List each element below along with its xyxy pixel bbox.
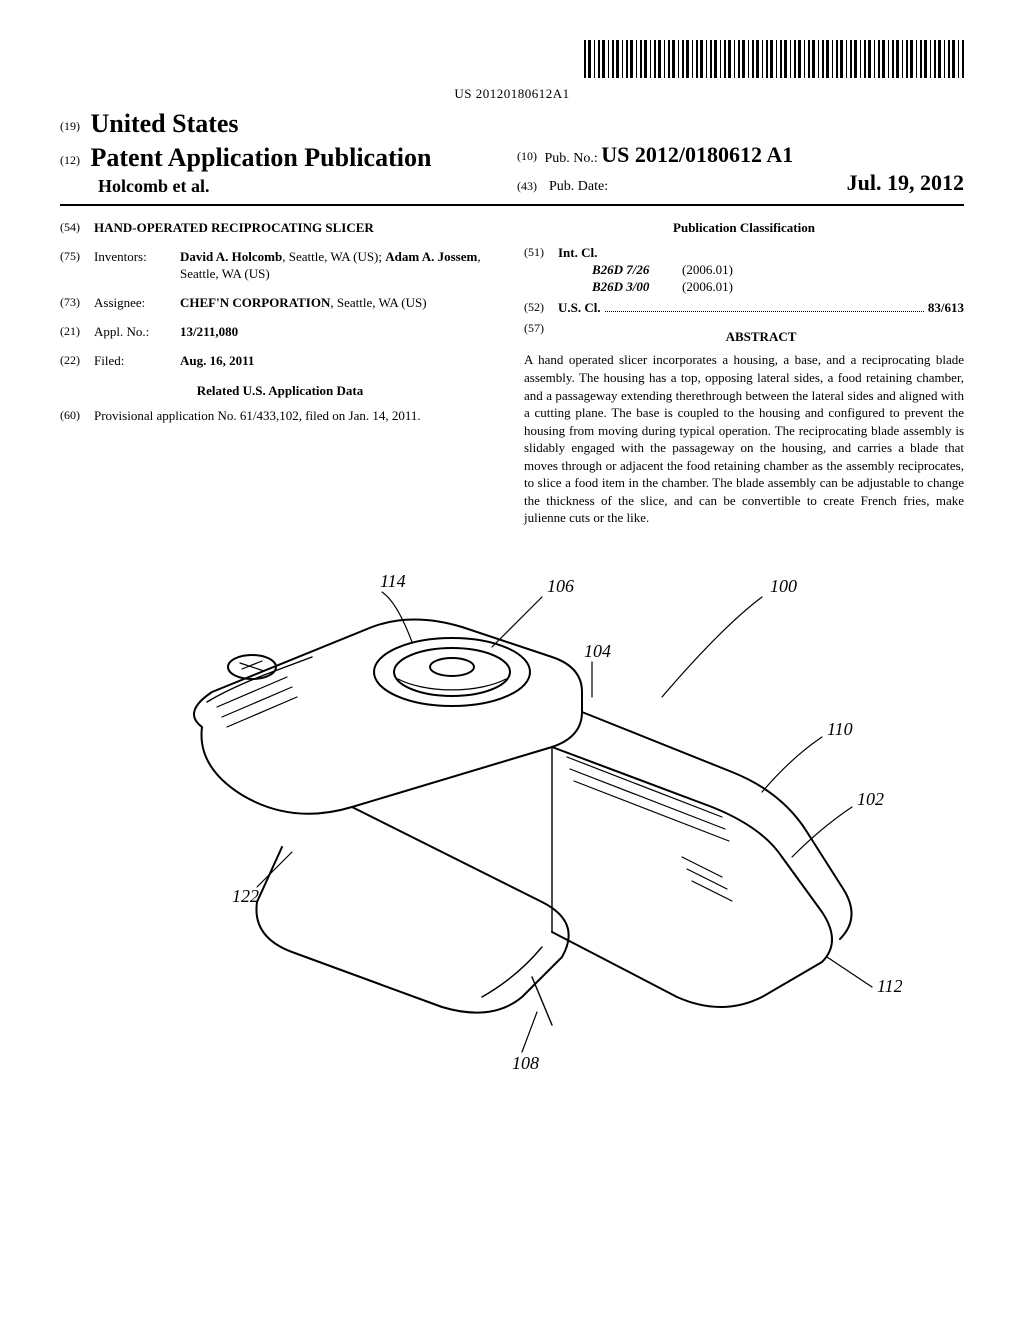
header-right: (10) Pub. No.: US 2012/0180612 A1 (43) P… bbox=[507, 141, 964, 198]
applno-value: 13/211,080 bbox=[180, 324, 500, 341]
intcl-1-ver: (2006.01) bbox=[682, 279, 733, 296]
callout-114: 114 bbox=[380, 571, 406, 591]
assignee-value: CHEF'N CORPORATION, Seattle, WA (US) bbox=[180, 295, 500, 312]
callout-100: 100 bbox=[770, 576, 797, 596]
invention-title: HAND-OPERATED RECIPROCATING SLICER bbox=[94, 220, 500, 237]
inventor-2: Adam A. Jossem bbox=[385, 249, 477, 264]
pubno-label: Pub. No.: bbox=[545, 151, 598, 166]
intcl-0-code: B26D 7/26 bbox=[592, 262, 682, 279]
pubdate-prefix: (43) bbox=[517, 179, 537, 195]
biblio-left: (54) HAND-OPERATED RECIPROCATING SLICER … bbox=[60, 220, 500, 527]
filed-value: Aug. 16, 2011 bbox=[180, 353, 500, 370]
inventors-code: (75) bbox=[60, 249, 94, 283]
assignee-loc: , Seattle, WA (US) bbox=[330, 295, 426, 310]
callout-104: 104 bbox=[584, 641, 611, 661]
figure-svg: 114 106 100 104 110 102 122 108 112 bbox=[122, 557, 902, 1077]
intcl-label: Int. Cl. bbox=[558, 245, 964, 262]
callout-106: 106 bbox=[547, 576, 574, 596]
uscl-label: U.S. Cl. bbox=[558, 300, 601, 317]
uscl-value: 83/613 bbox=[928, 300, 964, 317]
callout-110: 110 bbox=[827, 719, 853, 739]
intcl-code: (51) bbox=[524, 245, 558, 296]
pubclass-header: Publication Classification bbox=[524, 220, 964, 237]
pubdate-label: Pub. Date: bbox=[549, 178, 608, 196]
barcode-graphic bbox=[584, 40, 964, 78]
uscl-code: (52) bbox=[524, 300, 558, 317]
applno-code: (21) bbox=[60, 324, 94, 341]
header-left: (19) United States (12) Patent Applicati… bbox=[60, 107, 507, 198]
publication-type: Patent Application Publication bbox=[91, 143, 432, 172]
pubdate-value: Jul. 19, 2012 bbox=[847, 169, 964, 198]
patent-figure: 114 106 100 104 110 102 122 108 112 bbox=[60, 557, 964, 1077]
inventors-value: David A. Holcomb, Seattle, WA (US); Adam… bbox=[180, 249, 500, 283]
inventor-1: David A. Holcomb bbox=[180, 249, 282, 264]
barcode-number: US 20120180612A1 bbox=[60, 86, 964, 103]
intcl-1-code: B26D 3/00 bbox=[592, 279, 682, 296]
filed-code: (22) bbox=[60, 353, 94, 370]
pubno-value: US 2012/0180612 A1 bbox=[601, 142, 793, 167]
callout-102: 102 bbox=[857, 789, 884, 809]
callout-122: 122 bbox=[232, 886, 259, 906]
pubno-prefix: (10) bbox=[517, 149, 537, 163]
related-header: Related U.S. Application Data bbox=[60, 383, 500, 400]
provisional-code: (60) bbox=[60, 408, 94, 425]
applno-label: Appl. No.: bbox=[94, 324, 180, 341]
filed-label: Filed: bbox=[94, 353, 180, 370]
callout-112: 112 bbox=[877, 976, 902, 996]
inventors-label: Inventors: bbox=[94, 249, 180, 283]
pub-prefix: (12) bbox=[60, 153, 80, 167]
dot-leader bbox=[605, 300, 924, 311]
country-prefix: (19) bbox=[60, 119, 80, 133]
barcode-block: US 20120180612A1 bbox=[60, 40, 964, 103]
abstract-body: A hand operated slicer incorporates a ho… bbox=[524, 351, 964, 526]
header-authors: Holcomb et al. bbox=[60, 175, 507, 198]
bibliographic-data: (54) HAND-OPERATED RECIPROCATING SLICER … bbox=[60, 220, 964, 527]
intcl-0-ver: (2006.01) bbox=[682, 262, 733, 279]
title-code: (54) bbox=[60, 220, 94, 237]
biblio-right: Publication Classification (51) Int. Cl.… bbox=[524, 220, 964, 527]
callout-108: 108 bbox=[512, 1053, 539, 1073]
country: United States bbox=[91, 109, 239, 138]
assignee-label: Assignee: bbox=[94, 295, 180, 312]
assignee-name: CHEF'N CORPORATION bbox=[180, 295, 330, 310]
assignee-code: (73) bbox=[60, 295, 94, 312]
abstract-header: ABSTRACT bbox=[558, 329, 964, 346]
provisional-text: Provisional application No. 61/433,102, … bbox=[94, 408, 500, 425]
abstract-code: (57) bbox=[524, 321, 558, 352]
inventor-1-loc: , Seattle, WA (US); bbox=[282, 249, 385, 264]
header: (19) United States (12) Patent Applicati… bbox=[60, 107, 964, 206]
